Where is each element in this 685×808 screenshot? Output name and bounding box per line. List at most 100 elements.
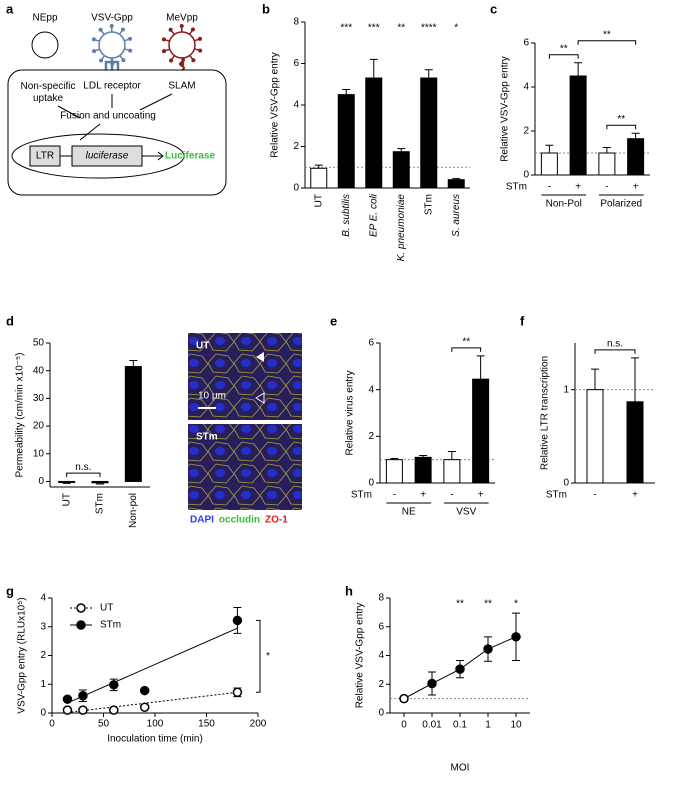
bar [124,366,142,482]
particle-vsv [98,31,126,59]
x-tick-label: EP E. coli [368,193,379,237]
x-tick-label: S. aureus [451,194,462,237]
spike-tip [127,36,132,41]
y-tick-label: 50 [33,338,45,349]
significance-bracket [66,472,101,478]
legend-label: STm [100,620,121,631]
y-tick-label: 6 [523,38,529,49]
bar [337,94,355,189]
error-bar [314,164,323,169]
error-bar [129,359,138,367]
x-tick-label: + [420,490,426,501]
receptor-slam [179,57,185,71]
x-tick-label: - [548,182,551,193]
spike-tip [120,27,125,32]
group-label: VSV [456,507,476,518]
error-bar [342,88,351,95]
bar [627,138,645,176]
y-tick-label: 4 [368,384,374,395]
y-tick-label: 1 [563,384,569,395]
nucleus [11,133,185,179]
error-bar [447,451,456,460]
route-label: Non-specific uptake [20,81,75,104]
x-tick-label: - [605,182,608,193]
panel-label: g [6,583,14,598]
route-label: LDL receptor [83,81,141,92]
bar [414,456,432,484]
x-axis-label: Inoculation time (min) [107,734,203,745]
legend-marker [76,620,86,630]
legend-label: UT [100,603,113,614]
cell [7,69,227,196]
x-tick-label: - [450,490,453,501]
micrographs: UT STm 10 μm [188,333,302,510]
y-axis-label: Permeability (cm/min x10⁻⁵) [15,352,26,477]
spike-tip [162,49,167,54]
spike-tip [121,58,126,63]
x-tick-label: K. pneumoniae [396,194,407,262]
bar [569,75,587,176]
particle-label: VSV-Gpp [91,13,133,24]
spike-tip [99,58,104,63]
step-label: Fusion and uncoating [60,111,156,122]
significance-label: n.s. [607,339,623,350]
bar [58,480,76,483]
y-tick-label: 0 [40,708,46,719]
y-tick-label: 0 [293,183,299,194]
micrograph [188,424,302,510]
x-tick-label: 0 [49,719,55,730]
error-bar [574,62,583,76]
significance-label: **** [421,23,437,34]
y-tick-label: 4 [523,82,529,93]
x-tick-label: 150 [198,719,215,730]
error-bar [476,355,485,380]
panel-label: c [490,1,497,16]
spike-tip [128,48,133,53]
bar [365,77,383,189]
error-bar [631,357,639,402]
x-tick-label: 0 [401,720,407,731]
particle-mev [168,31,196,59]
y-tick-label: 0 [523,170,529,181]
y-tick-label: 40 [33,365,45,376]
x-tick-label: STm [95,493,106,514]
spike-tip [190,27,195,32]
micrograph-label: UT [196,341,209,352]
x-tick-label: 100 [147,719,164,730]
error-bar [591,368,599,390]
y-tick-label: 2 [293,141,299,152]
x-axis-label: MOI [451,763,470,774]
point [139,702,150,712]
spike-tip [197,36,202,41]
y-tick-label: 6 [293,58,299,69]
point [455,664,465,674]
significance-label: ** [617,114,625,125]
panel-label: a [6,1,14,16]
x-tick-label: B. subtilis [341,194,352,237]
point [78,705,88,715]
spike-tip [169,58,174,63]
y-tick-label: 1 [40,679,46,690]
spike-tip [168,27,173,32]
x-tick-label: + [575,182,581,193]
point [62,705,73,715]
significance-label: n.s. [75,462,91,473]
route-label: SLAM [168,81,195,92]
point [483,644,493,654]
x-tick-label: UT [61,493,72,506]
error-bar [397,148,406,152]
significance-label: ** [397,23,405,34]
y-tick-label: 0 [378,708,384,719]
error-bar [631,132,640,139]
significance-label: * [514,599,518,610]
x-tick-label: STm [423,194,434,215]
significance-bracket [577,40,637,45]
y-tick-label: 6 [368,338,374,349]
significance-label: * [454,23,458,34]
y-tick-label: 0 [38,476,44,487]
spike-tip [180,61,185,66]
y-axis-label: Relative LTR transcription [540,356,551,470]
x-tick-label: Non-pol [128,493,139,528]
bar [443,459,461,484]
